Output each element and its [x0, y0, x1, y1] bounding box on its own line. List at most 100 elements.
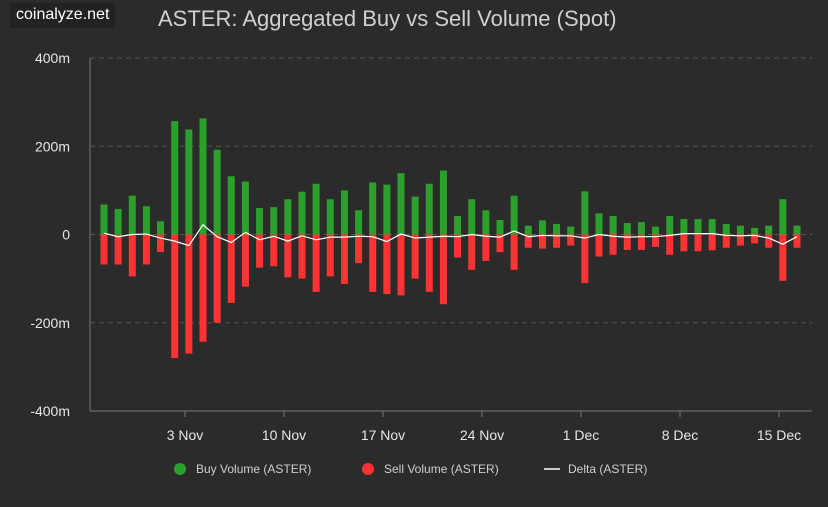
buy-bar: [114, 208, 122, 235]
sell-bar: [736, 234, 744, 246]
buy-bar: [779, 199, 787, 235]
legend-buy-marker: [174, 463, 186, 475]
buy-bar: [256, 208, 264, 235]
sell-bar: [114, 234, 122, 265]
sell-bar: [524, 234, 532, 248]
sell-bar: [694, 234, 702, 252]
legend-sell[interactable]: Sell Volume (ASTER): [362, 462, 499, 476]
sell-bar: [553, 234, 561, 248]
sell-bar: [623, 234, 631, 250]
buy-bar: [383, 184, 391, 235]
buy-bar: [468, 199, 476, 235]
sell-bar: [538, 234, 546, 249]
sell-bar: [298, 234, 306, 279]
sell-bar: [171, 234, 179, 359]
buy-bar: [227, 176, 235, 235]
sell-bar: [355, 234, 363, 264]
buy-bar: [510, 195, 518, 235]
sell-bar: [482, 234, 490, 261]
x-tick-label: 24 Nov: [460, 427, 504, 443]
sell-bar: [425, 234, 433, 292]
y-tick-label: -200m: [30, 315, 70, 331]
buy-bar: [567, 226, 575, 235]
buy-bar: [171, 121, 179, 235]
x-tick-label: 15 Dec: [757, 427, 801, 443]
sell-bar: [454, 234, 462, 258]
buy-bar: [496, 219, 504, 235]
buy-bar: [694, 219, 702, 235]
buy-bar: [553, 223, 561, 235]
brand-logo[interactable]: coinalyze.net: [10, 3, 116, 28]
buy-bar: [270, 207, 278, 235]
sell-bar: [142, 234, 150, 265]
sell-bar: [369, 234, 377, 292]
sell-bar: [100, 234, 108, 265]
sell-bar: [241, 234, 249, 287]
buy-bar: [340, 190, 348, 235]
sell-bar: [708, 234, 716, 251]
buy-bar: [581, 191, 589, 235]
buy-bar: [623, 223, 631, 235]
x-tick-label: 17 Nov: [361, 427, 405, 443]
buy-bar: [397, 173, 405, 235]
sell-bar: [411, 234, 419, 279]
y-tick-label: -400m: [30, 403, 70, 419]
legend-buy[interactable]: Buy Volume (ASTER): [174, 462, 311, 476]
sell-bar: [779, 234, 787, 281]
buy-bar: [652, 226, 660, 235]
buy-bar: [722, 223, 730, 235]
buy-bar: [312, 183, 320, 235]
sell-bar: [496, 234, 504, 253]
buy-bar: [609, 215, 617, 235]
buy-bar: [128, 195, 136, 235]
buy-bar: [482, 210, 490, 235]
sell-bar: [397, 234, 405, 296]
x-tick-label: 3 Nov: [167, 427, 204, 443]
legend-sell-label: Sell Volume (ASTER): [384, 462, 499, 476]
sell-bar: [751, 234, 759, 244]
x-tick-label: 10 Nov: [262, 427, 306, 443]
buy-bar: [524, 225, 532, 235]
sell-bar: [383, 234, 391, 295]
legend-buy-label: Buy Volume (ASTER): [196, 462, 311, 476]
y-tick-label: 400m: [35, 50, 70, 66]
buy-bar: [355, 210, 363, 235]
buy-bar: [142, 206, 150, 235]
buy-bar: [793, 225, 801, 235]
sell-bar: [185, 234, 193, 354]
x-tick-label: 8 Dec: [662, 427, 699, 443]
buy-bar: [454, 215, 462, 235]
sell-bar: [128, 234, 136, 277]
buy-bar: [185, 129, 193, 235]
grid-layer: [90, 57, 812, 324]
sell-bar: [270, 234, 278, 267]
buy-bar: [751, 227, 759, 235]
buy-bar: [425, 183, 433, 235]
sell-bar: [793, 234, 801, 248]
buy-bar: [439, 170, 447, 235]
sell-bar: [567, 234, 575, 246]
legend-sell-marker: [362, 463, 374, 475]
sell-bar: [312, 234, 320, 292]
buy-bar: [326, 199, 334, 235]
y-tick-label: 0: [62, 227, 70, 243]
buy-bar: [284, 199, 292, 235]
buy-bar: [298, 191, 306, 235]
sell-bar: [256, 234, 264, 268]
buy-bar: [157, 221, 165, 235]
legend-delta[interactable]: Delta (ASTER): [544, 462, 647, 476]
sell-bar: [157, 234, 165, 253]
buy-bar: [369, 182, 377, 235]
sell-bar: [340, 234, 348, 284]
buy-bar: [213, 149, 221, 235]
axis-layer: [89, 58, 812, 417]
buy-bar: [637, 222, 645, 235]
sell-bar: [609, 234, 617, 255]
sell-bar: [666, 234, 674, 255]
buy-bar: [199, 118, 207, 235]
y-tick-label: 200m: [35, 138, 70, 154]
sell-bar: [637, 234, 645, 250]
buy-bar: [765, 225, 773, 235]
sell-bar: [680, 234, 688, 252]
